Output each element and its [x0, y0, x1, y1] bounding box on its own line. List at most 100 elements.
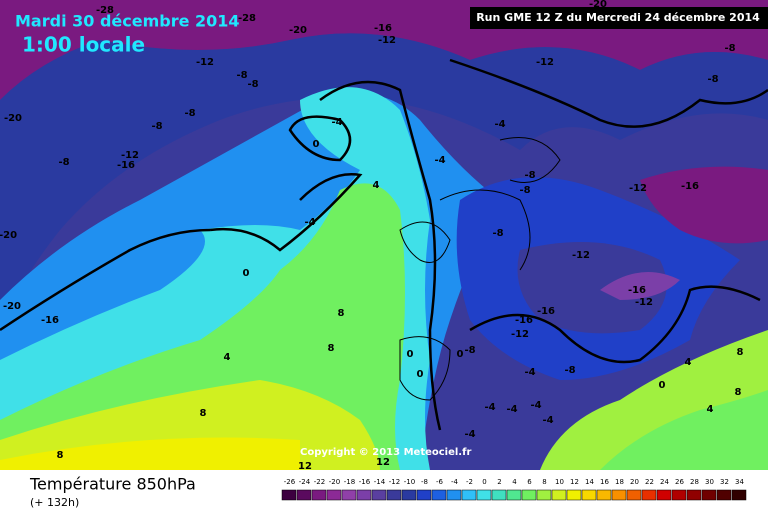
color-scale: -26 -24 -22 -20 -18 -16 -14 -12 -10 -8 -6 -4 -2 0 2 4 6 8…	[281, 478, 747, 501]
scale-label: 30	[705, 478, 714, 486]
contour-label: -8	[524, 170, 535, 181]
contour-label: 8	[735, 387, 742, 398]
scale-swatch	[626, 489, 642, 501]
contour-label: -12	[121, 150, 139, 161]
contour-label: -4	[542, 415, 553, 426]
scale-swatch	[476, 489, 492, 501]
contour-label: -12	[511, 329, 529, 340]
contour-label: -16	[681, 181, 699, 192]
scale-label: 2	[497, 478, 501, 486]
scale-swatch	[386, 489, 402, 501]
scale-swatch	[581, 489, 597, 501]
contour-label: -28	[96, 5, 114, 16]
contour-label: 8	[57, 450, 64, 461]
contour-label: -8	[564, 365, 575, 376]
scale-swatch	[431, 489, 447, 501]
scale-swatch	[281, 489, 297, 501]
contour-label: -12	[629, 183, 647, 194]
contour-label: -16	[628, 285, 646, 296]
contour-label: 0	[457, 349, 464, 360]
scale-label: 28	[690, 478, 699, 486]
contour-label: -20	[289, 25, 307, 36]
contour-label: -4	[304, 217, 315, 228]
contour-label: -4	[484, 402, 495, 413]
scale-label: 18	[615, 478, 624, 486]
contour-label: -8	[724, 43, 735, 54]
scale-label: 14	[585, 478, 594, 486]
contour-label: 8	[328, 343, 335, 354]
contour-label: -16	[537, 306, 555, 317]
local-time: 1:00 locale	[22, 33, 145, 57]
scale-swatch	[491, 489, 507, 501]
contour-label: 8	[338, 308, 345, 319]
scale-swatch	[401, 489, 417, 501]
contour-label: -8	[247, 79, 258, 90]
contour-label: 4	[685, 357, 692, 368]
scale-swatch	[731, 489, 747, 501]
scale-swatch	[341, 489, 357, 501]
run-info: Run GME 12 Z du Mercredi 24 décembre 201…	[476, 11, 760, 24]
contour-label: -8	[151, 121, 162, 132]
contour-label: -8	[707, 74, 718, 85]
contour-label: 4	[707, 404, 714, 415]
contour-labels: -28-28-20 -16-12-12-8-8-8-8-12-16-8-20-20…	[0, 0, 744, 472]
contour-label: -20	[0, 230, 17, 241]
contour-label: 0	[243, 268, 250, 279]
scale-label: 34	[735, 478, 744, 486]
scale-swatch	[671, 489, 687, 501]
contour-label: 12	[376, 457, 390, 468]
contour-label: -4	[506, 404, 517, 415]
scale-swatch	[611, 489, 627, 501]
scale-swatch	[596, 489, 612, 501]
scale-label: -22	[314, 478, 325, 486]
contour-label: -4	[434, 155, 445, 166]
scale-swatch	[701, 489, 717, 501]
scale-label: 26	[675, 478, 684, 486]
contour-label: -16	[515, 315, 533, 326]
contour-label: -4	[524, 367, 535, 378]
scale-label: -8	[421, 478, 428, 486]
contour-label: -8	[236, 70, 247, 81]
scale-label: -12	[389, 478, 400, 486]
scale-swatch	[416, 489, 432, 501]
contour-label: 8	[200, 408, 207, 419]
scale-label: -16	[359, 478, 371, 486]
contour-label: -20	[3, 301, 21, 312]
contour-label: 8	[737, 347, 744, 358]
scale-swatch	[521, 489, 537, 501]
contour-label: -12	[196, 57, 214, 68]
scale-swatch	[551, 489, 567, 501]
scale-label: 20	[630, 478, 639, 486]
map-field	[0, 0, 768, 471]
contour-label: -16	[374, 23, 392, 34]
parameter-title: Température 850hPa	[29, 475, 196, 494]
contour-label: -12	[635, 297, 653, 308]
contour-label: 0	[313, 139, 320, 150]
scale-label: -18	[344, 478, 355, 486]
scale-label: -26	[284, 478, 296, 486]
scale-swatch	[446, 489, 462, 501]
contour-label: -12	[378, 35, 396, 46]
contour-label: -20	[589, 0, 607, 10]
scale-label: -20	[329, 478, 340, 486]
scale-label: -4	[451, 478, 459, 486]
scale-label: 4	[512, 478, 517, 486]
contour-label: -8	[519, 185, 530, 196]
scale-swatch	[356, 489, 372, 501]
scale-swatch	[326, 489, 342, 501]
contour-label: -20	[4, 113, 22, 124]
scale-label: -14	[374, 478, 386, 486]
contour-label: -12	[572, 250, 590, 261]
scale-label: 0	[482, 478, 486, 486]
scale-label: 6	[527, 478, 532, 486]
contour-label: -28	[238, 13, 256, 24]
contour-label: -4	[331, 117, 342, 128]
copyright: Copyright © 2013 Meteociel.fr	[300, 447, 471, 458]
contour-label: 4	[373, 180, 380, 191]
scale-swatch	[641, 489, 657, 501]
run-box	[470, 7, 768, 29]
scale-swatch	[311, 489, 327, 501]
scale-swatch	[506, 489, 522, 501]
scale-label: 32	[720, 478, 729, 486]
